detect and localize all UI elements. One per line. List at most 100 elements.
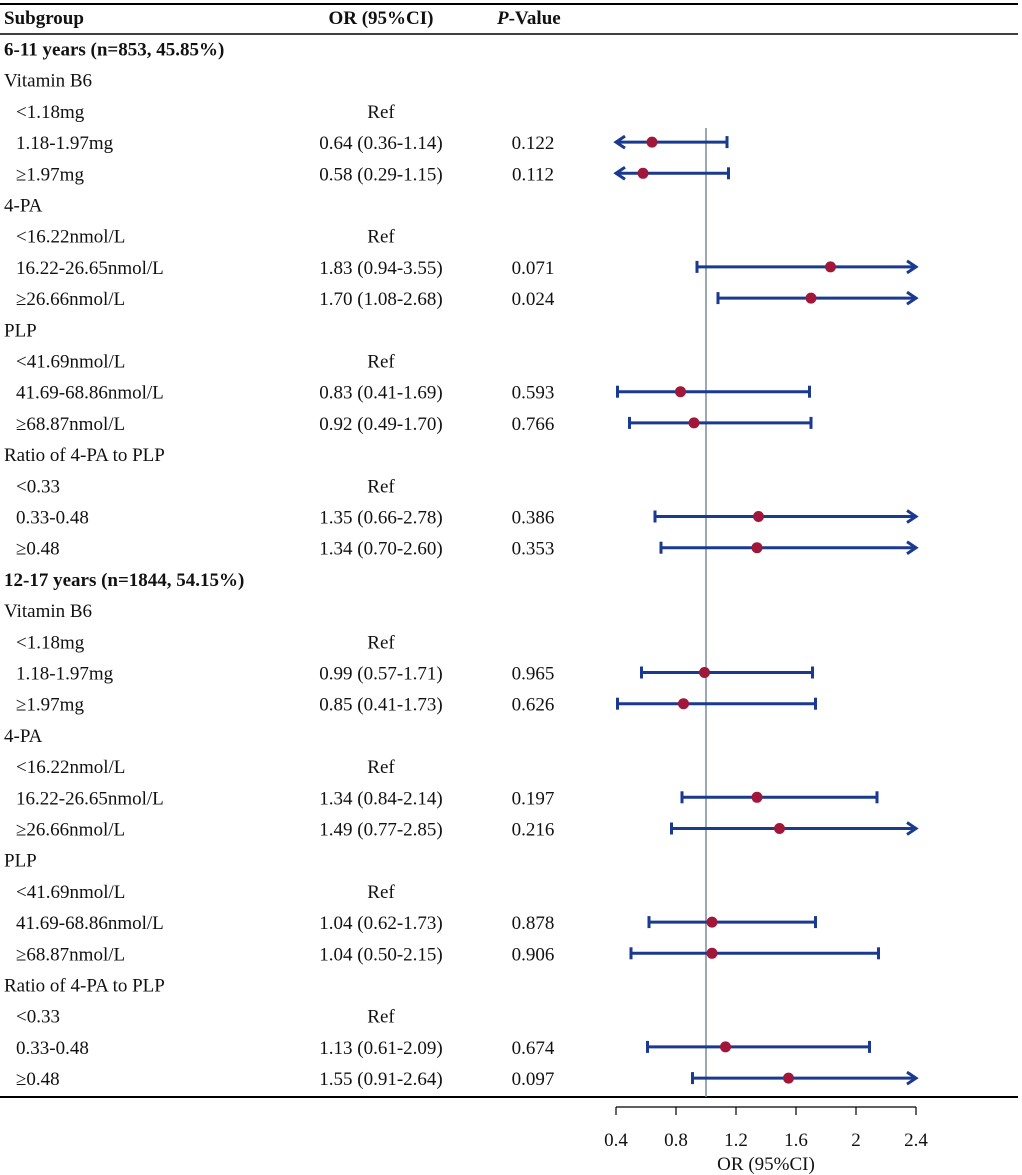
- or-point: [751, 791, 763, 803]
- p-value: 0.626: [512, 695, 555, 716]
- x-tick-label: 0.8: [664, 1130, 688, 1151]
- or-point: [706, 947, 718, 959]
- row-level-label: 16.22-26.65nmol/L: [16, 258, 164, 279]
- variable-label: Ratio of 4-PA to PLP: [4, 445, 165, 466]
- ci-arrow-right: [906, 290, 919, 306]
- or-value: 0.58 (0.29-1.15): [319, 164, 442, 185]
- p-value: 0.024: [512, 289, 555, 310]
- or-value: 1.49 (0.77-2.85): [319, 820, 442, 841]
- or-point: [706, 916, 718, 928]
- row-level-label: ≥0.48: [16, 1069, 60, 1090]
- or-value: 0.99 (0.57-1.71): [319, 664, 442, 685]
- or-point: [699, 667, 710, 678]
- or-point: [720, 1041, 731, 1053]
- or-point: [751, 542, 763, 554]
- ci-arrow-left: [613, 134, 626, 150]
- or-value: 0.92 (0.49-1.70): [319, 414, 442, 435]
- or-value: Ref: [367, 1007, 395, 1028]
- or-point: [805, 292, 817, 304]
- p-value: 0.197: [512, 788, 555, 809]
- row-level-label: 1.18-1.97mg: [16, 664, 114, 685]
- row-level-label: ≥26.66nmol/L: [16, 820, 125, 841]
- x-axis: 0.4 0.8 1.2 1.6 2 2.4 OR (95%CI): [604, 1106, 928, 1175]
- row-level-label: ≥68.87nmol/L: [16, 414, 125, 435]
- or-value: Ref: [367, 102, 395, 123]
- or-point: [688, 417, 700, 429]
- or-value: Ref: [367, 352, 395, 373]
- header-p-value: P-Value: [496, 8, 561, 29]
- group-label: 6-11 years (n=853, 45.85%): [4, 40, 224, 61]
- or-value: 1.70 (1.08-2.68): [319, 289, 442, 310]
- variable-label: 4-PA: [4, 726, 43, 747]
- p-value: 0.112: [512, 164, 554, 185]
- row-level-label: <16.22nmol/L: [16, 757, 125, 778]
- p-value: 0.216: [512, 820, 555, 841]
- group-label: 12-17 years (n=1844, 54.15%): [4, 570, 244, 591]
- or-value: Ref: [367, 632, 395, 653]
- p-value: 0.674: [512, 1038, 555, 1059]
- p-value: 0.386: [512, 508, 555, 529]
- or-point: [753, 511, 764, 522]
- p-value: 0.965: [512, 664, 555, 685]
- row-level-label: 41.69-68.86nmol/L: [16, 383, 164, 404]
- row-level-label: ≥0.48: [16, 539, 60, 560]
- ci-arrow-right: [906, 1070, 919, 1086]
- row-level-label: ≥1.97mg: [16, 695, 84, 716]
- row-level-label: ≥1.97mg: [16, 164, 84, 185]
- or-value: 1.13 (0.61-2.09): [319, 1038, 442, 1059]
- or-value: Ref: [367, 757, 395, 778]
- or-value: 1.35 (0.66-2.78): [319, 508, 442, 529]
- or-value: 1.04 (0.50-2.15): [319, 944, 442, 965]
- row-level-label: <41.69nmol/L: [16, 882, 125, 903]
- variable-label: PLP: [4, 851, 37, 872]
- row-level-label: 1.18-1.97mg: [16, 133, 114, 154]
- row-level-label: <1.18mg: [16, 632, 85, 653]
- or-value: 1.04 (0.62-1.73): [319, 913, 442, 934]
- p-value: 0.097: [512, 1069, 555, 1090]
- x-axis-title: OR (95%CI): [717, 1154, 815, 1175]
- ci-arrow-right: [906, 509, 919, 524]
- row-level-label: <1.18mg: [16, 102, 85, 123]
- row-level-label: <0.33: [16, 476, 60, 497]
- row-level-label: ≥26.66nmol/L: [16, 289, 125, 310]
- forest-marks: [613, 128, 919, 1097]
- ci-arrow-right: [906, 259, 919, 275]
- x-tick-label: 1.6: [784, 1130, 808, 1151]
- row-level-label: ≥68.87nmol/L: [16, 944, 125, 965]
- or-value: Ref: [367, 227, 395, 248]
- x-tick-label: 2: [851, 1130, 861, 1151]
- x-tick-label: 2.4: [904, 1130, 928, 1151]
- row-level-label: 0.33-0.48: [16, 1038, 89, 1059]
- row-level-label: 16.22-26.65nmol/L: [16, 788, 164, 809]
- p-value: 0.766: [512, 414, 555, 435]
- header-or: OR (95%CI): [328, 8, 433, 29]
- header-p-suffix: -Value: [509, 8, 561, 29]
- variable-label: PLP: [4, 320, 37, 341]
- or-point: [774, 823, 785, 834]
- p-value: 0.071: [512, 258, 555, 279]
- or-value: 0.64 (0.36-1.14): [319, 133, 442, 154]
- header-p-italic: P: [496, 8, 509, 29]
- or-value: Ref: [367, 882, 395, 903]
- or-value: Ref: [367, 476, 395, 497]
- or-point: [783, 1072, 794, 1084]
- or-value: 1.34 (0.70-2.60): [319, 539, 442, 560]
- variable-label: 4-PA: [4, 196, 43, 217]
- table-rows: 6-11 years (n=853, 45.85%) Vitamin B6 <1.1…: [4, 40, 555, 1091]
- p-value: 0.353: [512, 539, 555, 560]
- or-value: 1.34 (0.84-2.14): [319, 788, 442, 809]
- ci-arrow-left: [613, 166, 626, 181]
- or-value: 1.83 (0.94-3.55): [319, 258, 442, 279]
- or-point: [646, 136, 658, 148]
- p-value: 0.878: [512, 913, 555, 934]
- p-value: 0.906: [512, 944, 555, 965]
- p-value: 0.122: [512, 133, 555, 154]
- row-level-label: <41.69nmol/L: [16, 352, 125, 373]
- row-level-label: <0.33: [16, 1007, 60, 1028]
- or-point: [675, 386, 686, 398]
- x-tick-label: 1.2: [724, 1130, 748, 1151]
- or-value: 1.55 (0.91-2.64): [319, 1069, 442, 1090]
- row-level-label: 41.69-68.86nmol/L: [16, 913, 164, 934]
- row-level-label: 0.33-0.48: [16, 508, 89, 529]
